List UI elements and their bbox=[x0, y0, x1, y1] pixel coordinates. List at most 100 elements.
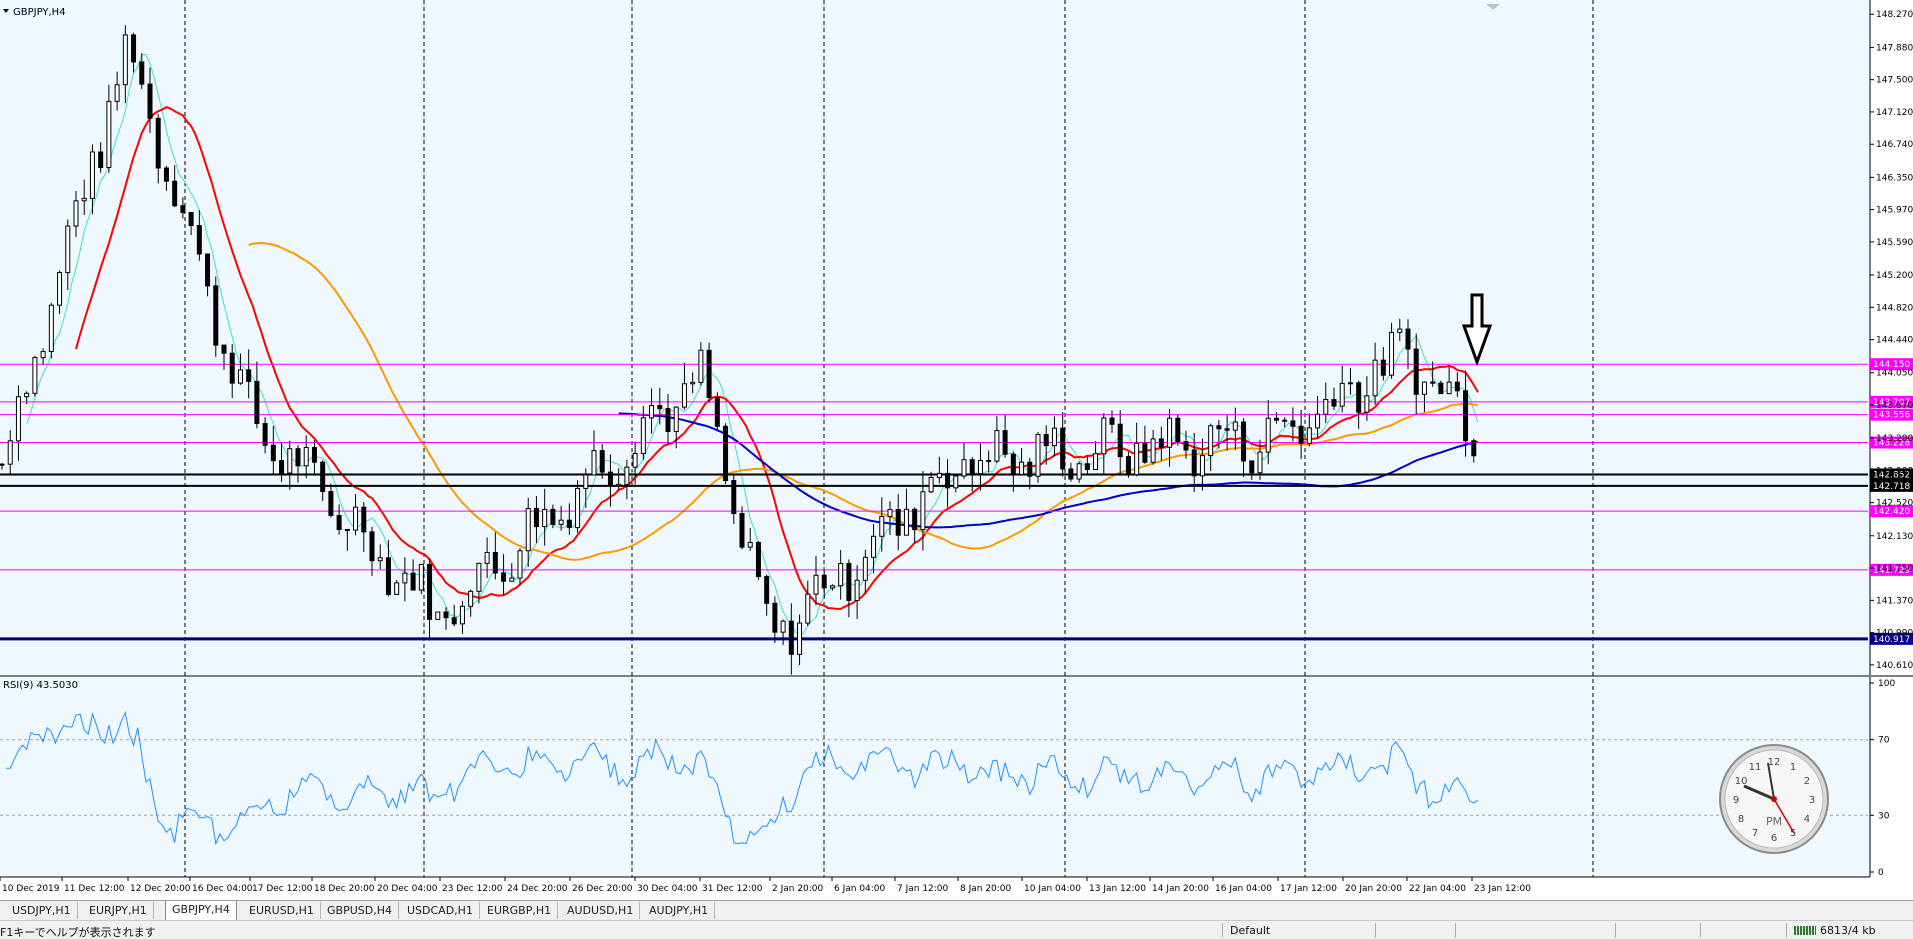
connection-traffic-icon bbox=[1794, 926, 1816, 935]
candle-body bbox=[1117, 423, 1123, 458]
clock-numeral: 4 bbox=[1804, 814, 1810, 825]
candle-body bbox=[1438, 382, 1444, 395]
candle-body bbox=[1084, 463, 1090, 470]
chart-shift-marker-icon[interactable] bbox=[1486, 4, 1500, 10]
candle-body bbox=[377, 557, 383, 562]
candle-body bbox=[1134, 442, 1140, 476]
tab-usdcad-h1[interactable]: USDCAD,H1 bbox=[401, 902, 480, 919]
candle-body bbox=[114, 84, 120, 102]
price-panel[interactable] bbox=[0, 0, 1870, 675]
symbol-label: GBPJPY,H4 bbox=[13, 7, 66, 18]
candle-body bbox=[270, 444, 276, 462]
candle-body bbox=[731, 480, 737, 515]
candle-body bbox=[879, 515, 885, 537]
clock-numeral: 10 bbox=[1735, 776, 1748, 787]
tab-gbpjpy-h4[interactable]: GBPJPY,H4 bbox=[165, 901, 237, 921]
price-label: 145.200 bbox=[1876, 271, 1913, 281]
down-arrow-icon[interactable] bbox=[1461, 293, 1493, 367]
candle-body bbox=[287, 448, 293, 474]
level-tag bbox=[1870, 408, 1913, 421]
candle-body bbox=[279, 460, 285, 474]
candle-body bbox=[862, 556, 868, 581]
clock-numeral: 9 bbox=[1733, 795, 1739, 806]
candle-body bbox=[410, 572, 416, 591]
rsi-panel[interactable] bbox=[0, 677, 1870, 877]
candle-body bbox=[986, 459, 992, 462]
candle-body bbox=[1454, 381, 1460, 392]
candle-body bbox=[188, 211, 194, 227]
price-label: 148.270 bbox=[1876, 10, 1913, 20]
price-label: 144.820 bbox=[1876, 303, 1913, 313]
clock-numeral: 3 bbox=[1809, 795, 1815, 806]
candle-body bbox=[1232, 421, 1238, 431]
candle-body bbox=[1347, 382, 1353, 385]
level-tag bbox=[1870, 479, 1913, 492]
tab-audusd-h1[interactable]: AUDUSD,H1 bbox=[561, 902, 641, 919]
level-label: 140.917 bbox=[1873, 635, 1910, 645]
tab-usdjpy-h1[interactable]: USDJPY,H1 bbox=[6, 902, 78, 919]
clock-hour-hand bbox=[1743, 784, 1775, 801]
price-label: 144.440 bbox=[1876, 336, 1913, 346]
candle-body bbox=[673, 406, 679, 433]
time-label: 16 Jan 04:00 bbox=[1215, 884, 1272, 894]
candle-body bbox=[24, 392, 30, 398]
candle-body bbox=[969, 459, 975, 475]
candle-body bbox=[1125, 456, 1131, 476]
tab-eurjpy-h1[interactable]: EURJPY,H1 bbox=[83, 902, 154, 919]
candle-body bbox=[1273, 417, 1279, 421]
candle-body bbox=[624, 466, 630, 485]
level-label: 144.150 bbox=[1873, 360, 1910, 370]
candle-body bbox=[139, 61, 145, 85]
candle-body bbox=[147, 83, 153, 119]
price-label: 147.500 bbox=[1876, 76, 1913, 86]
price-label: 140.990 bbox=[1876, 629, 1913, 639]
candle-body bbox=[48, 304, 54, 352]
candle-body bbox=[903, 508, 909, 536]
time-label: 20 Jan 20:00 bbox=[1345, 884, 1402, 894]
candle-body bbox=[89, 151, 95, 199]
tab-audjpy-h1[interactable]: AUDJPY,H1 bbox=[643, 902, 716, 919]
candle-body bbox=[739, 513, 745, 548]
status-bar: F1キーでヘルプが表示されます Default 6813/4 kb bbox=[0, 920, 1913, 939]
price-label: 141.750 bbox=[1876, 564, 1913, 574]
candle-body bbox=[451, 617, 457, 625]
candle-body bbox=[73, 200, 79, 227]
candle-body bbox=[1298, 425, 1304, 444]
candle-body bbox=[994, 430, 1000, 462]
collapse-triangle-icon[interactable] bbox=[3, 9, 9, 13]
time-label: 23 Jan 12:00 bbox=[1474, 884, 1531, 894]
tab-eurgbp-h1[interactable]: EURGBP,H1 bbox=[481, 902, 559, 919]
candle-body bbox=[1109, 417, 1115, 425]
candle-body bbox=[583, 474, 589, 489]
candle-body bbox=[533, 507, 539, 528]
candle-body bbox=[1282, 419, 1288, 422]
candle-body bbox=[550, 508, 556, 525]
clock-numeral: 7 bbox=[1752, 828, 1758, 839]
candle-body bbox=[1372, 359, 1378, 397]
candle-body bbox=[221, 344, 227, 354]
tab-gbpusd-h4[interactable]: GBPUSD,H4 bbox=[321, 902, 399, 919]
candle-body bbox=[591, 450, 597, 476]
tab-eurusd-h1[interactable]: EURUSD,H1 bbox=[243, 902, 321, 919]
horizontal-levels[interactable]: 144.150 143.707 143.556 143.228 142.852 142.7… bbox=[0, 358, 1913, 645]
candle-body bbox=[1380, 359, 1386, 376]
candle-body bbox=[780, 620, 786, 633]
candle-body bbox=[1397, 328, 1403, 333]
candle-body bbox=[369, 531, 375, 562]
candle-body bbox=[895, 509, 901, 536]
candle-body bbox=[772, 602, 778, 633]
candle-body bbox=[681, 383, 687, 408]
candle-body bbox=[747, 541, 753, 548]
clock-numeral: 8 bbox=[1738, 814, 1744, 825]
candle-body bbox=[15, 396, 21, 442]
price-label: 142.900 bbox=[1876, 466, 1913, 476]
time-label: 13 Jan 12:00 bbox=[1089, 884, 1146, 894]
candle-body bbox=[1060, 427, 1066, 470]
candle-body bbox=[509, 577, 515, 582]
candle-body bbox=[1463, 390, 1469, 442]
candle-body bbox=[427, 563, 433, 620]
candle-body bbox=[328, 491, 334, 516]
candle-body bbox=[1167, 417, 1173, 448]
candle-body bbox=[295, 448, 301, 467]
